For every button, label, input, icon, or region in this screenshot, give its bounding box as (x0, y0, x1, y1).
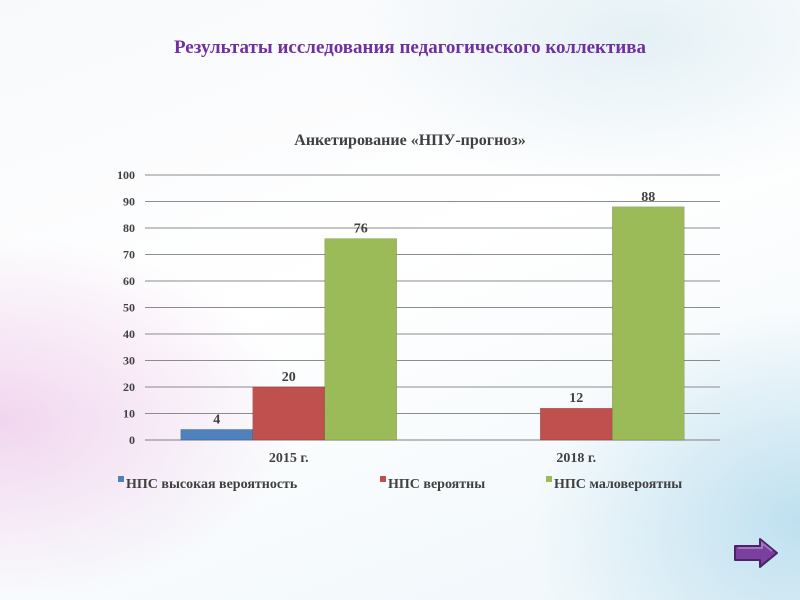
chart-bars (180, 206, 685, 441)
y-tick-label: 90 (123, 195, 135, 209)
legend-item-high: НПС высокая вероятность (118, 476, 297, 493)
y-tick-label: 0 (129, 433, 135, 447)
y-tick-label: 10 (123, 407, 135, 421)
data-label: 4 (213, 412, 220, 427)
data-label: 76 (354, 222, 368, 237)
next-slide-button[interactable] (732, 536, 780, 570)
bar (540, 407, 613, 441)
x-category-label: 2015 г. (269, 451, 309, 466)
data-label: 88 (641, 190, 655, 205)
legend-label: НПС маловероятны (554, 477, 683, 492)
legend-swatch (118, 476, 124, 482)
data-label: 12 (569, 391, 583, 406)
slide-title: Результаты исследования педагогического … (173, 37, 647, 58)
legend-item-unlikely: НПС маловероятны (546, 476, 682, 493)
y-tick-label: 40 (123, 327, 135, 341)
legend-item-probable: НПС вероятны (380, 476, 485, 493)
x-category-label: 2018 г. (556, 451, 596, 466)
y-tick-label: 20 (123, 380, 135, 394)
y-tick-label: 50 (123, 301, 135, 315)
y-tick-label: 60 (123, 274, 135, 288)
y-tick-label: 30 (123, 354, 135, 368)
x-axis: 2015 г. 2018 г. (269, 451, 596, 466)
y-tick-label: 100 (117, 168, 135, 182)
right-arrow-icon (734, 538, 778, 568)
legend-swatch (546, 476, 552, 482)
legend-label: НПС высокая вероятность (126, 477, 298, 492)
legend-swatch (380, 476, 386, 482)
data-label: 20 (282, 370, 296, 385)
legend-label: НПС вероятны (388, 477, 486, 492)
bar (252, 386, 325, 441)
y-tick-label: 70 (123, 248, 135, 262)
y-axis: 0 10 20 30 40 50 60 70 80 90 100 (117, 168, 135, 447)
y-tick-label: 80 (123, 221, 135, 235)
chart-data-labels: 4 20 76 12 88 (213, 190, 655, 428)
bar (612, 206, 685, 441)
bar (180, 429, 253, 441)
bar (324, 238, 397, 441)
chart-title: Анкетирование «НПУ-прогноз» (294, 132, 526, 149)
chart-legend: НПС высокая вероятность НПС вероятны НПС… (118, 476, 738, 496)
